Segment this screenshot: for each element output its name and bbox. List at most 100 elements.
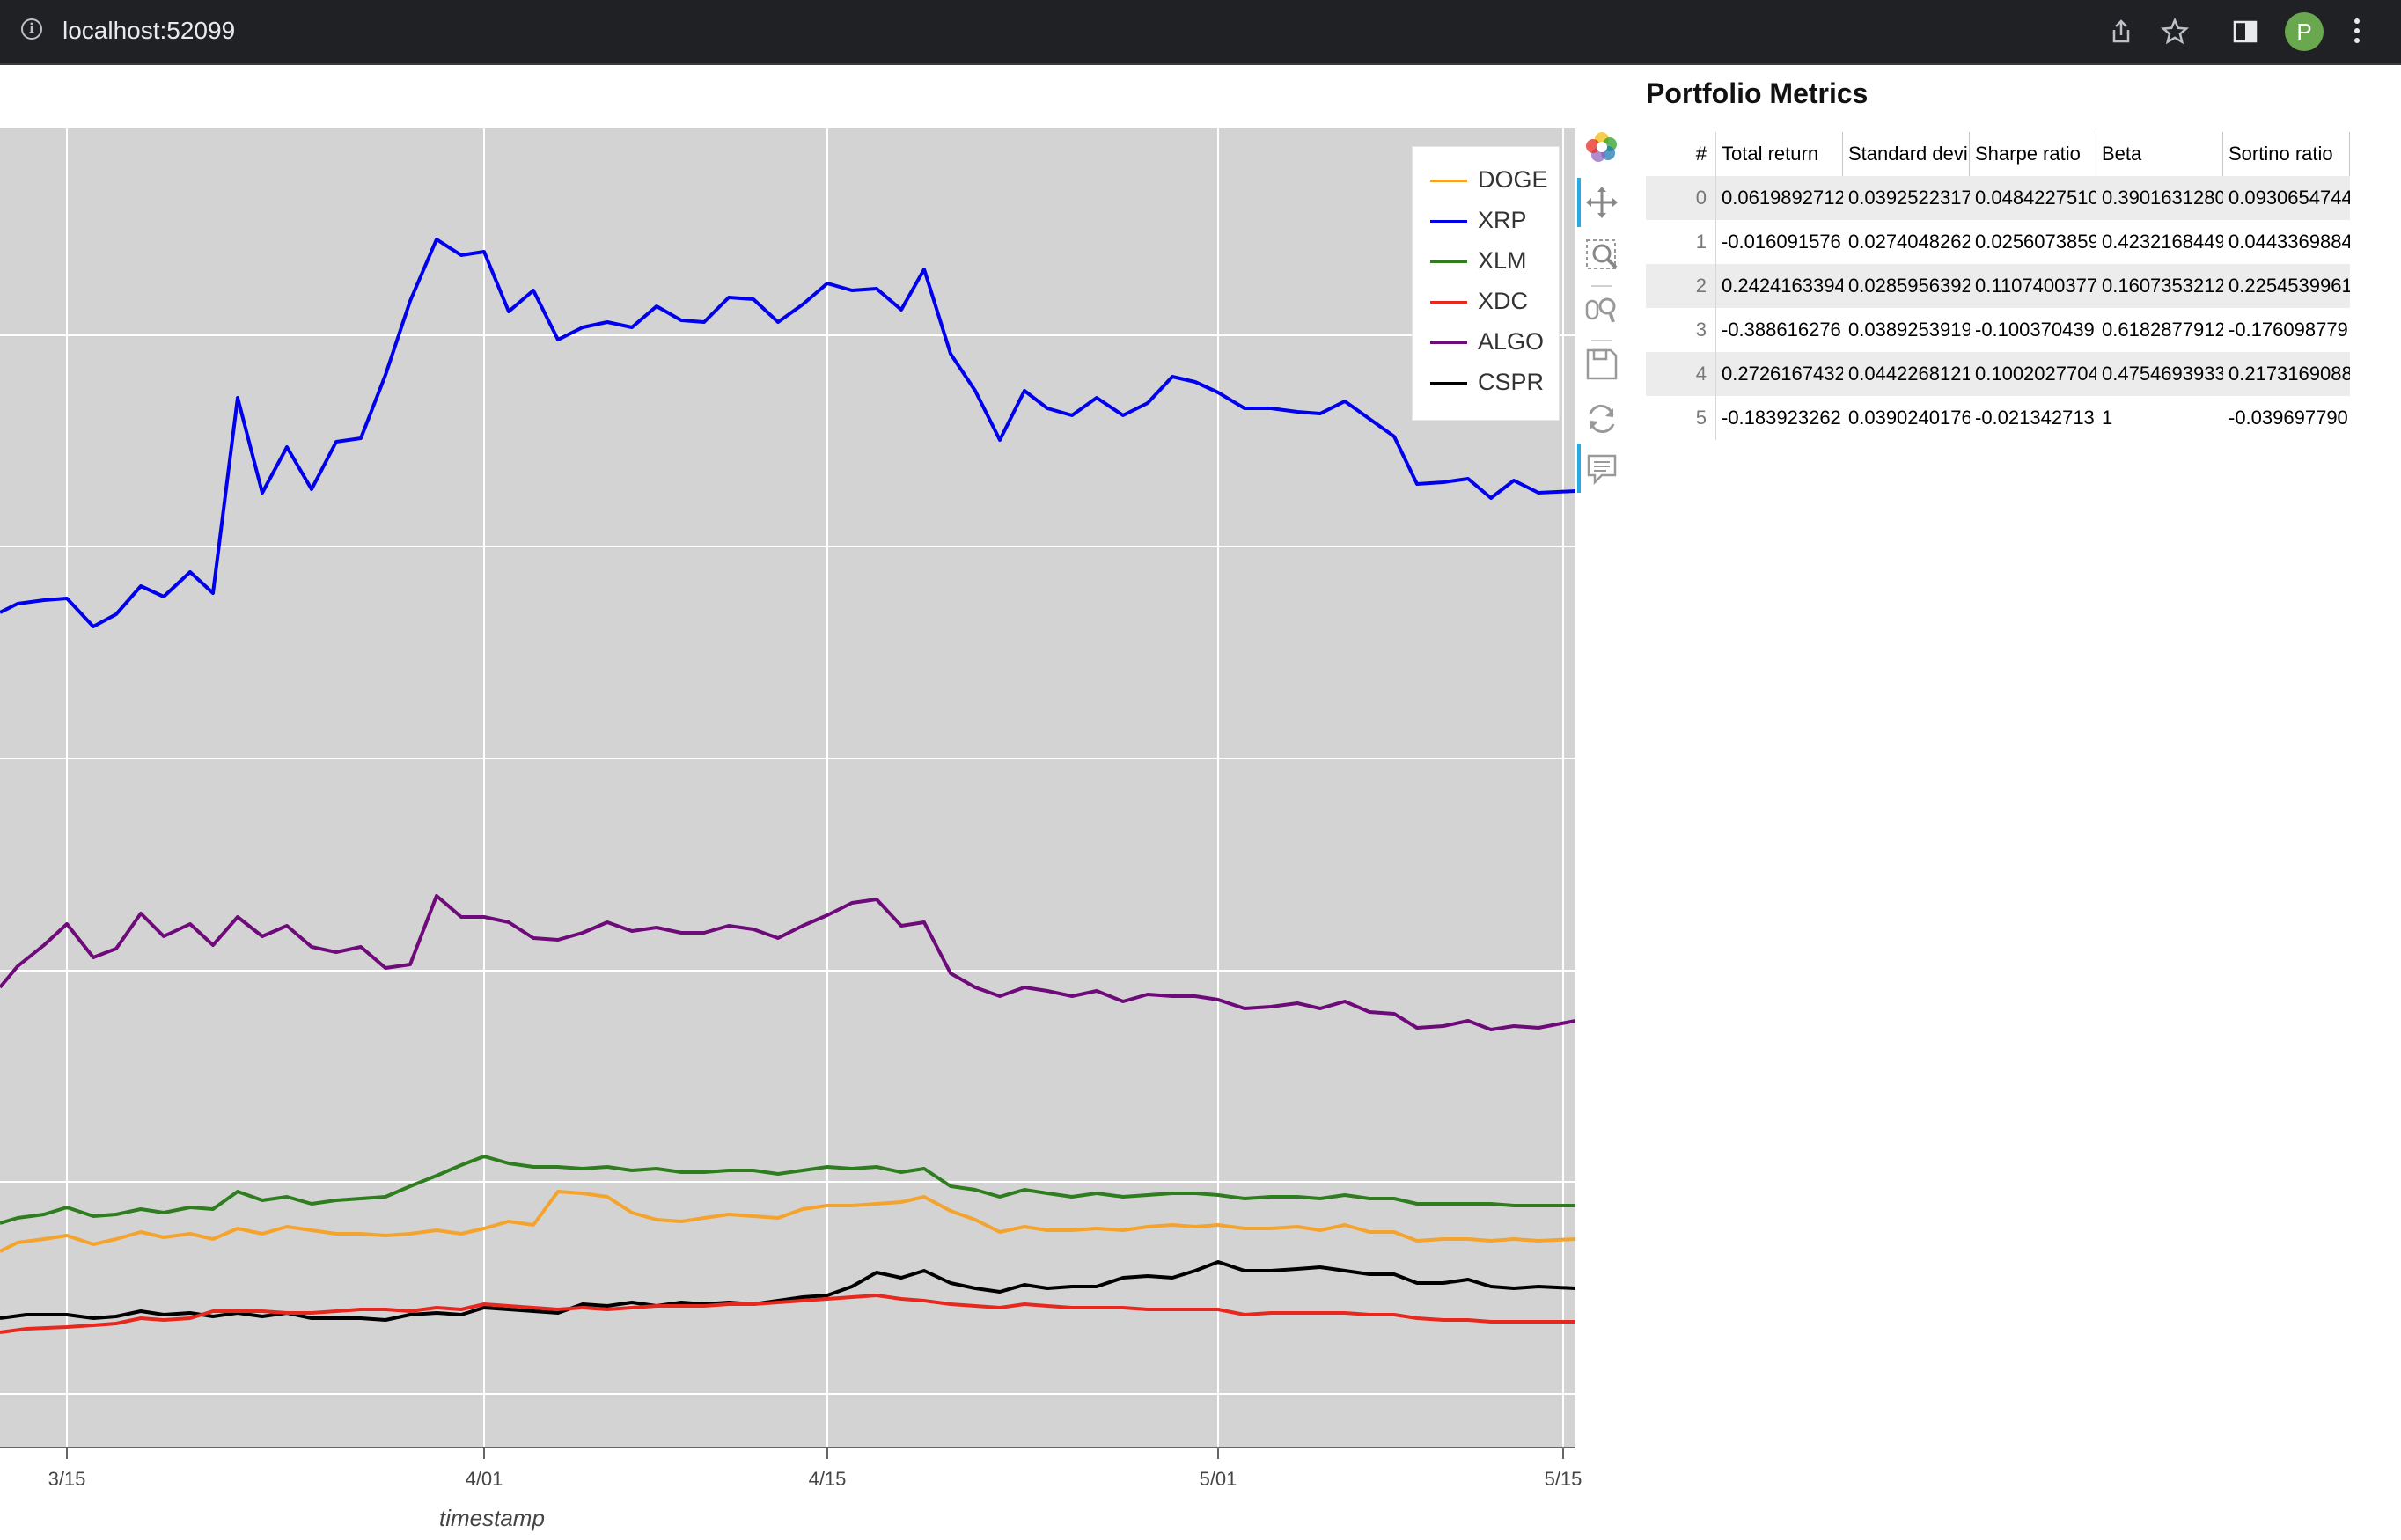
avatar[interactable]: P: [2285, 12, 2324, 51]
legend-label: CSPR: [1478, 369, 1545, 395]
wheel-zoom-icon[interactable]: [1582, 290, 1621, 329]
table-cell: -0.021342713: [1975, 407, 2095, 429]
legend-item-cspr[interactable]: CSPR: [1430, 365, 1553, 400]
table-cell: -0.388616276: [1722, 319, 1841, 341]
table-cell: 0.1002027704: [1975, 363, 2096, 385]
legend-label: XDC: [1478, 288, 1529, 314]
table-cell: -0.039697790: [2228, 407, 2348, 429]
hover-icon[interactable]: [1582, 449, 1621, 488]
table-cell: -0.100370439: [1975, 319, 2095, 341]
series-line-xdc: [0, 1294, 1575, 1334]
series-line-algo: [0, 894, 1575, 1031]
toolbar-divider: [1591, 285, 1612, 287]
row-index: 5: [1646, 396, 1716, 440]
table-row[interactable]: 2 0.2424163394 0.0285956392 0.1107400377 0.1…: [1646, 264, 2350, 308]
browser-toolbar: i localhost:52099 P: [0, 0, 2401, 65]
legend-label: XRP: [1478, 207, 1527, 233]
reset-icon[interactable]: [1582, 400, 1621, 438]
pan-icon[interactable]: [1582, 183, 1621, 222]
plot-background: [0, 128, 1575, 1448]
menu-icon[interactable]: [2348, 16, 2366, 48]
table-cell: 0.0392522317: [1848, 187, 1970, 209]
line-chart[interactable]: [0, 128, 1575, 1459]
column-header-standard-deviation[interactable]: Standard devi: [1843, 132, 1970, 176]
column-header-sortino-ratio[interactable]: Sortino ratio: [2223, 132, 2350, 176]
legend-swatch: [1430, 382, 1467, 385]
series-line-xrp: [0, 238, 1575, 628]
row-index: 2: [1646, 264, 1716, 308]
row-index: 4: [1646, 352, 1716, 396]
x-tick-label: 4/15: [808, 1468, 847, 1490]
table-cell: 0.4232168449: [2102, 231, 2223, 253]
x-tick-label: 3/15: [48, 1468, 86, 1490]
table-cell: 0.0930654744: [2228, 187, 2350, 209]
table-cell: 0.0285956392: [1848, 275, 1970, 297]
legend-swatch: [1430, 260, 1467, 263]
toolbar-divider: [1591, 340, 1612, 341]
chart-legend[interactable]: DOGE XRP XLM XDC ALGO CSPR: [1412, 146, 1560, 421]
table-cell: 0.0442268121: [1848, 363, 1970, 385]
legend-swatch: [1430, 341, 1467, 344]
address-bar[interactable]: localhost:52099: [62, 17, 236, 44]
table-cell: 0.0390240176: [1848, 407, 1970, 429]
table-cell: 0.0484227510: [1975, 187, 2096, 209]
table-cell: -0.176098779: [2228, 319, 2348, 341]
table-cell: 0.0443369884: [2228, 231, 2350, 253]
legend-swatch: [1430, 301, 1467, 304]
share-icon[interactable]: [2105, 16, 2137, 48]
column-header-total-return[interactable]: Total return: [1716, 132, 1843, 176]
star-icon[interactable]: [2159, 16, 2191, 48]
legend-label: ALGO: [1478, 328, 1545, 355]
sidebar-icon[interactable]: [2229, 16, 2261, 48]
series-line-cspr: [0, 1260, 1575, 1322]
table-cell: 0.2254539961: [2228, 275, 2350, 297]
table-cell: 0.2173169088: [2228, 363, 2350, 385]
table-row[interactable]: 1 -0.016091576 0.0274048262 0.0256073859 0.4…: [1646, 220, 2350, 264]
legend-item-doge[interactable]: DOGE: [1430, 163, 1553, 198]
column-header-hash[interactable]: #: [1646, 132, 1716, 176]
column-header-beta[interactable]: Beta: [2096, 132, 2223, 176]
legend-item-xdc[interactable]: XDC: [1430, 284, 1553, 319]
info-icon[interactable]: i: [21, 18, 42, 40]
x-axis-label: timestamp: [439, 1505, 545, 1531]
table-row[interactable]: 0 0.0619892712 0.0392522317 0.0484227510 0.3…: [1646, 176, 2350, 220]
table-cell: 0.3901631280: [2102, 187, 2223, 209]
row-index: 0: [1646, 176, 1716, 220]
active-tool-indicator: [1577, 178, 1581, 227]
x-tick-label: 5/01: [1199, 1468, 1237, 1490]
table-cell: -0.016091576: [1722, 231, 1841, 253]
row-index: 3: [1646, 308, 1716, 352]
table-cell: 0.2424163394: [1722, 275, 1843, 297]
legend-swatch: [1430, 180, 1467, 182]
table-cell: 0.0256073859: [1975, 231, 2096, 253]
box-zoom-icon[interactable]: [1582, 236, 1621, 275]
table-cell: 0.2726167432: [1722, 363, 1843, 385]
legend-swatch: [1430, 220, 1467, 223]
table-cell: -0.183923262: [1722, 407, 1841, 429]
table-cell: 0.0274048262: [1848, 231, 1970, 253]
table-row[interactable]: 4 0.2726167432 0.0442268121 0.1002027704 0.4…: [1646, 352, 2350, 396]
table-cell: 0.4754693933: [2102, 363, 2223, 385]
save-icon[interactable]: [1582, 345, 1621, 384]
column-header-sharpe-ratio[interactable]: Sharpe ratio: [1970, 132, 2096, 176]
x-tick-label: 5/15: [1544, 1468, 1582, 1490]
series-line-doge: [0, 1190, 1575, 1253]
table-title: Portfolio Metrics: [1646, 77, 1869, 109]
table-cell: 0.0389253919: [1848, 319, 1970, 341]
series-line-xlm: [0, 1155, 1575, 1225]
legend-label: DOGE: [1478, 166, 1548, 193]
legend-item-xlm[interactable]: XLM: [1430, 244, 1553, 279]
legend-item-xrp[interactable]: XRP: [1430, 203, 1553, 238]
active-tool-indicator: [1577, 444, 1581, 493]
x-tick-label: 4/01: [465, 1468, 503, 1490]
plot-toolbar: [1577, 123, 1626, 493]
table-cell: 0.0619892712: [1722, 187, 1843, 209]
table-row[interactable]: 5 -0.183923262 0.0390240176 -0.021342713 1 -0…: [1646, 396, 2350, 440]
table-row[interactable]: 3 -0.388616276 0.0389253919 -0.100370439 0.6…: [1646, 308, 2350, 352]
table-cell: 0.1107400377: [1975, 275, 2096, 297]
bokeh-logo-icon[interactable]: [1582, 128, 1621, 167]
row-index: 1: [1646, 220, 1716, 264]
legend-item-algo[interactable]: ALGO: [1430, 325, 1553, 360]
table-cell: 0.6182877912: [2102, 319, 2223, 341]
table-cell: 0.1607353212: [2102, 275, 2223, 297]
